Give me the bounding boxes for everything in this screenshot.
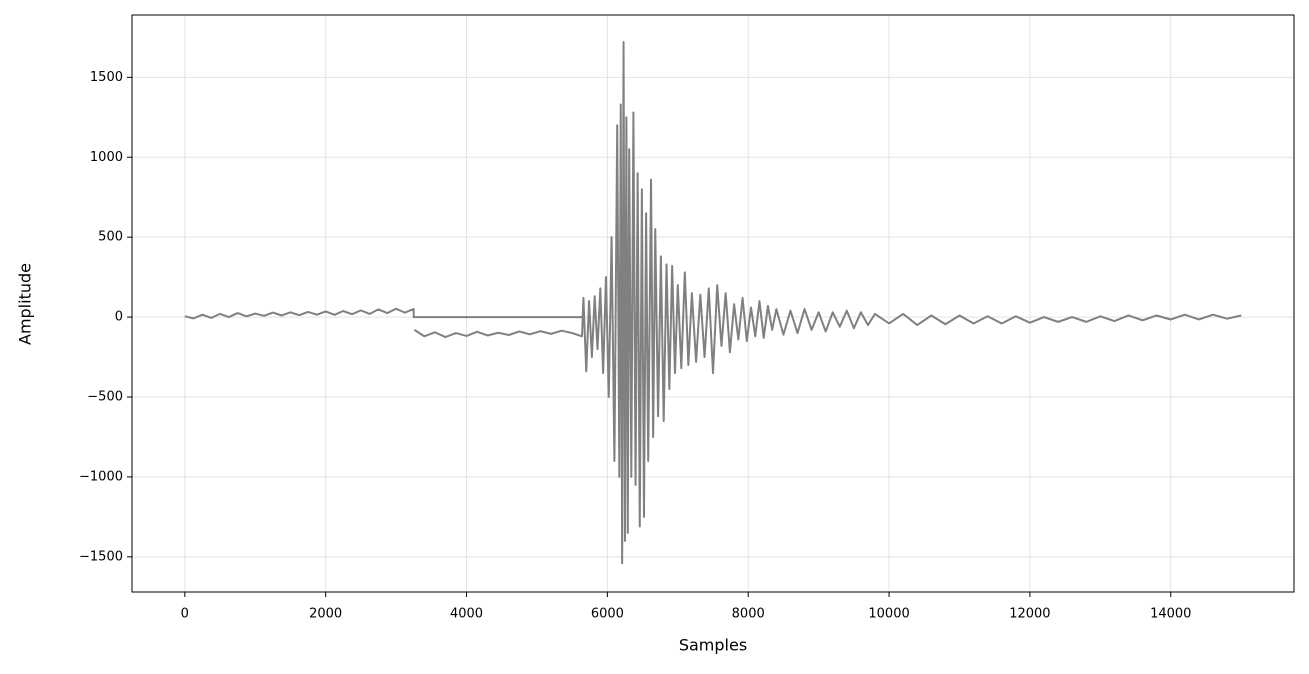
y-tick-label: 500	[98, 230, 123, 245]
x-tick-label: 8000	[732, 607, 765, 622]
y-tick-label: −1500	[79, 549, 123, 564]
x-tick-label: 4000	[450, 607, 483, 622]
plot-frame	[131, 14, 1295, 593]
x-tick-label: 12000	[1009, 607, 1050, 622]
x-tick-label: 0	[181, 607, 189, 622]
y-tick-label: −500	[87, 390, 123, 405]
y-tick-label: 1000	[90, 150, 123, 165]
y-axis-label: Amplitude	[16, 263, 35, 345]
x-tick-label: 6000	[591, 607, 624, 622]
x-tick-label: 14000	[1150, 607, 1191, 622]
y-tick-label: −1000	[79, 469, 123, 484]
x-tick-label: 10000	[868, 607, 909, 622]
y-tick-label: 0	[115, 310, 123, 325]
y-tick-label: 1500	[90, 70, 123, 85]
waveform-line	[184, 41, 1242, 565]
x-axis-label: Samples	[679, 636, 747, 655]
x-tick-label: 2000	[309, 607, 342, 622]
